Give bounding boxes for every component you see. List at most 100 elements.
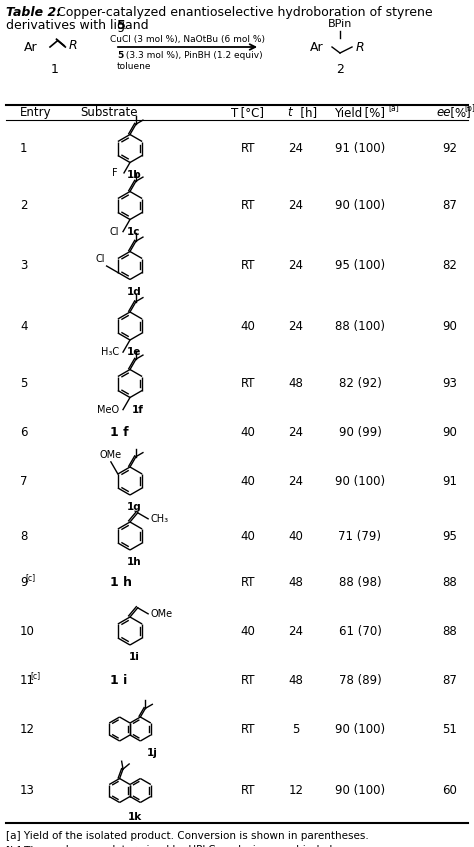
Text: Table 2:: Table 2: [6,6,61,19]
Text: 5: 5 [117,19,126,32]
Text: Cl: Cl [95,254,105,264]
Text: 48: 48 [289,673,303,687]
Text: 1 f: 1 f [110,425,128,439]
Text: 1h: 1h [127,557,141,567]
Text: 87: 87 [443,199,457,212]
Text: 88 (100): 88 (100) [335,319,385,333]
Text: OMe: OMe [100,450,122,460]
Text: 40: 40 [241,425,255,439]
Text: 24: 24 [289,624,303,638]
Text: 13: 13 [20,784,35,797]
Text: 24: 24 [289,319,303,333]
Text: Entry: Entry [20,106,52,119]
Text: 51: 51 [443,722,457,735]
Text: [c]: [c] [30,672,40,680]
Text: 90 (99): 90 (99) [338,425,382,439]
Text: 78 (89): 78 (89) [338,673,382,687]
Text: 1f: 1f [132,405,144,414]
Text: 95 (100): 95 (100) [335,259,385,272]
Text: 1j: 1j [147,748,158,758]
Text: 24: 24 [289,425,303,439]
Text: 1: 1 [51,63,59,76]
Text: 1k: 1k [128,811,142,822]
Text: t: t [288,106,292,119]
Text: 1b: 1b [127,169,141,180]
Text: 40: 40 [241,624,255,638]
Text: RT: RT [241,259,255,272]
Text: 93: 93 [443,377,457,390]
Text: 88: 88 [443,575,457,589]
Text: F: F [112,168,118,178]
Text: 88 (98): 88 (98) [339,575,381,589]
Text: Yield [%]: Yield [%] [335,106,385,119]
Text: ee: ee [436,106,450,119]
Text: RT: RT [241,575,255,589]
Text: 40: 40 [241,474,255,488]
Text: 60: 60 [443,784,457,797]
Text: Ar: Ar [24,41,38,53]
Text: 24: 24 [289,259,303,272]
Text: 71 (79): 71 (79) [338,529,382,542]
Text: Copper-catalyzed enantioselective hydroboration of styrene: Copper-catalyzed enantioselective hydrob… [53,6,433,19]
Text: 1e: 1e [127,347,141,357]
Text: 5: 5 [117,51,123,60]
Text: 24: 24 [289,142,303,155]
Text: 40: 40 [289,529,303,542]
Text: 10: 10 [20,624,35,638]
Text: 92: 92 [443,142,457,155]
Text: 90 (100): 90 (100) [335,199,385,212]
Text: 90 (100): 90 (100) [335,784,385,797]
Text: 1i: 1i [128,652,139,662]
Text: 9: 9 [20,575,27,589]
Text: 88: 88 [443,624,457,638]
Text: derivatives with ligand: derivatives with ligand [6,19,153,32]
Text: 90: 90 [443,425,457,439]
Text: CuCl (3 mol %), NaOtBu (6 mol %): CuCl (3 mol %), NaOtBu (6 mol %) [110,35,265,44]
Text: [%]: [%] [448,106,471,119]
Text: 1c: 1c [127,226,141,236]
Text: 1 h: 1 h [110,575,132,589]
Text: 95: 95 [443,529,457,542]
Text: 12: 12 [20,722,35,735]
Text: 48: 48 [289,377,303,390]
Text: RT: RT [241,377,255,390]
Text: .: . [123,19,127,32]
Text: 11: 11 [20,673,35,687]
Text: 1: 1 [20,142,27,155]
Text: Ar: Ar [310,41,324,53]
Text: 91 (100): 91 (100) [335,142,385,155]
Text: RT: RT [241,199,255,212]
Text: H₃C: H₃C [101,347,119,357]
Text: 82: 82 [443,259,457,272]
Text: 12: 12 [289,784,303,797]
Text: [c]: [c] [25,573,36,583]
Text: toluene: toluene [117,62,152,71]
Text: R: R [68,38,77,52]
Text: R: R [356,41,365,53]
Text: OMe: OMe [150,609,172,619]
Text: 91: 91 [443,474,457,488]
Text: 82 (92): 82 (92) [338,377,382,390]
Text: 40: 40 [241,529,255,542]
Text: 6: 6 [20,425,27,439]
Text: 5: 5 [20,377,27,390]
Text: 48: 48 [289,575,303,589]
Text: RT: RT [241,784,255,797]
Text: BPin: BPin [328,19,352,29]
Text: 90 (100): 90 (100) [335,722,385,735]
Text: 2: 2 [20,199,27,212]
Text: [b]: [b] [464,103,474,112]
Text: 61 (70): 61 (70) [338,624,382,638]
Text: 4: 4 [20,319,27,333]
Text: MeO: MeO [97,405,119,415]
Text: 87: 87 [443,673,457,687]
Text: 1d: 1d [127,286,141,296]
Text: [h]: [h] [298,106,317,119]
Text: 3: 3 [20,259,27,272]
Text: [a] Yield of the isolated product. Conversion is shown in parentheses.: [a] Yield of the isolated product. Conve… [6,831,369,841]
Text: ee: ee [39,845,52,847]
Text: value was determined by HPLC analysis on a chiral phase.: value was determined by HPLC analysis on… [50,845,358,847]
Text: 1 i: 1 i [110,673,127,687]
Text: RT: RT [241,673,255,687]
Text: 7: 7 [20,474,27,488]
